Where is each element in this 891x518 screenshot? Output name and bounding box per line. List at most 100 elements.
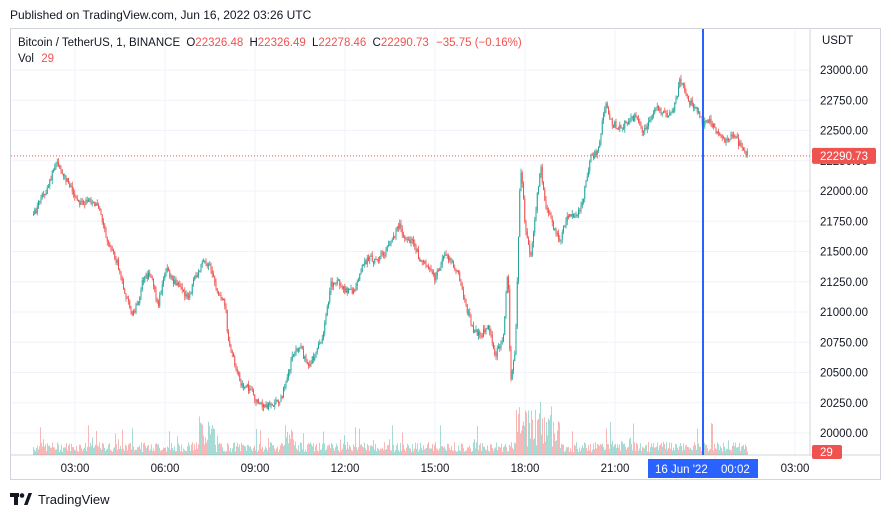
volume-bar	[278, 451, 279, 455]
volume-bar	[184, 449, 185, 455]
candle-body	[384, 255, 386, 257]
currency-label: USDT	[822, 35, 854, 47]
footer-brand-label: TradingView	[38, 492, 110, 507]
candle-body	[556, 233, 558, 235]
footer-brand[interactable]: TradingView	[10, 492, 110, 507]
candle-body	[325, 314, 327, 323]
candle-body	[593, 155, 594, 159]
volume-bar	[694, 442, 695, 455]
candle-body	[604, 109, 606, 114]
volume-bar	[129, 443, 130, 455]
volume-bar	[599, 445, 600, 455]
candle-body	[550, 214, 552, 219]
volume-bar	[286, 437, 287, 455]
candle-body	[501, 341, 503, 343]
volume-bar	[85, 442, 86, 455]
volume-bar	[295, 441, 296, 455]
volume-bar	[501, 443, 502, 455]
volume-bar	[553, 422, 554, 455]
candle-body	[433, 273, 434, 275]
candle-body	[569, 214, 571, 217]
volume-bar	[414, 448, 415, 455]
candle-body	[499, 346, 501, 349]
volume-bar	[44, 446, 45, 455]
volume-bar	[143, 443, 144, 455]
volume-bar	[584, 442, 585, 455]
candle-body	[39, 201, 41, 203]
candle-body	[260, 402, 262, 404]
candle-body	[688, 95, 689, 101]
volume-bar	[262, 446, 263, 455]
volume-bar	[589, 450, 590, 455]
symbol-title[interactable]: Bitcoin / TetherUS, 1, BINANCE	[18, 37, 181, 49]
volume-bar	[474, 439, 475, 455]
chart-frame[interactable]	[10, 28, 881, 480]
candle-body	[636, 117, 638, 120]
candle-body	[90, 199, 92, 204]
volume-bar	[175, 451, 176, 455]
candle-body	[609, 114, 611, 119]
volume-bar	[654, 447, 655, 455]
volume-bar	[149, 450, 150, 455]
candle-body	[645, 127, 647, 130]
volume-bar	[744, 448, 745, 455]
volume-bar	[425, 448, 426, 455]
candle-body	[213, 274, 214, 277]
volume-bar	[229, 450, 230, 455]
candle-body	[573, 213, 574, 218]
volume-bar	[379, 450, 380, 455]
volume-bar	[215, 444, 216, 455]
candle-body	[106, 238, 108, 242]
volume-bar	[336, 443, 337, 455]
candle-body	[571, 213, 573, 217]
volume-bar	[189, 445, 190, 455]
candle-body	[330, 281, 332, 292]
candle-body	[100, 209, 102, 216]
volume-bar	[461, 443, 462, 455]
candle-body	[448, 255, 449, 261]
volume-bar	[451, 445, 452, 455]
volume-bar	[267, 450, 268, 455]
published-caption: Published on TradingView.com, Jun 16, 20…	[10, 8, 312, 22]
volume-bar	[185, 450, 186, 455]
volume-bar	[515, 443, 516, 455]
candle-body	[235, 365, 237, 369]
volume-bar	[363, 447, 364, 455]
candle-body	[309, 363, 311, 367]
candle-body	[368, 257, 369, 261]
price-tick-label: 21500.00	[820, 247, 868, 259]
candle-body	[551, 218, 553, 223]
volume-label[interactable]: Vol	[18, 53, 34, 65]
volume-bar	[133, 446, 134, 455]
candle-body	[740, 142, 742, 147]
candle-body	[623, 127, 624, 129]
volume-bar	[540, 401, 541, 455]
candle-body	[51, 170, 53, 181]
volume-bar	[180, 451, 181, 455]
candle-body	[78, 200, 79, 202]
volume-bar	[721, 447, 722, 455]
volume-bar	[619, 444, 620, 455]
volume-bar	[140, 448, 141, 455]
candle-body	[428, 266, 429, 269]
volume-bar	[90, 442, 91, 455]
candle-body	[618, 129, 619, 131]
volume-bar	[323, 431, 324, 455]
volume-bar	[652, 446, 653, 455]
volume-bar	[63, 447, 64, 455]
crosshair-time-tag	[648, 459, 758, 478]
candle-body	[565, 221, 567, 227]
candle-body	[628, 122, 629, 125]
candle-body	[331, 281, 333, 287]
candle-body	[640, 124, 642, 129]
candle-body	[458, 270, 459, 273]
volume-bar	[502, 451, 503, 455]
candle-body	[168, 267, 169, 271]
time-tick-label: 09:00	[241, 463, 270, 475]
candle-body	[56, 162, 58, 164]
volume-bar	[578, 451, 579, 455]
volume-bar	[426, 448, 427, 455]
volume-bar	[246, 450, 247, 455]
volume-bar	[518, 413, 519, 455]
